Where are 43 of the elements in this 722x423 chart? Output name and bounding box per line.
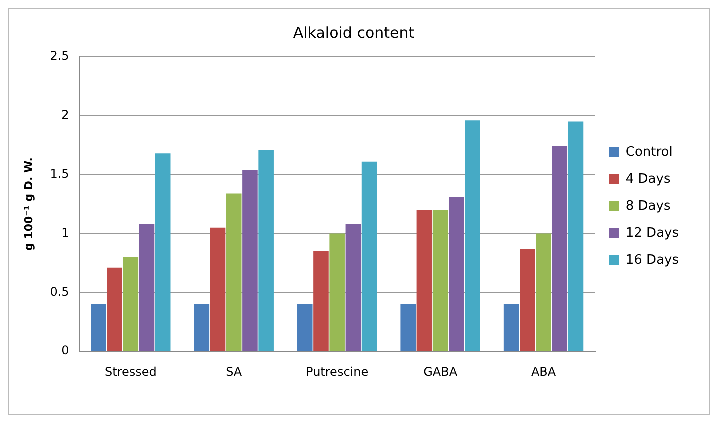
y-tick-label: 0 xyxy=(62,344,70,358)
bar xyxy=(465,120,480,352)
bar xyxy=(504,304,520,352)
bar xyxy=(297,304,313,352)
x-tick-label: GABA xyxy=(424,364,458,379)
x-tick-label: ABA xyxy=(531,364,557,379)
bar xyxy=(536,234,552,352)
bar xyxy=(210,228,226,352)
bar xyxy=(226,194,242,352)
bar xyxy=(346,224,362,352)
bar xyxy=(242,170,258,352)
bar xyxy=(139,224,155,352)
x-tick-label: Stressed xyxy=(104,364,157,379)
x-tick-label: SA xyxy=(226,364,243,379)
bar xyxy=(552,146,568,352)
bar xyxy=(107,268,122,352)
bar xyxy=(416,210,432,352)
y-tick-label: 1.5 xyxy=(50,166,70,181)
bar xyxy=(362,162,378,352)
legend-label: 8 Days xyxy=(626,198,671,214)
y-tick-label: 0.5 xyxy=(50,284,70,299)
bar xyxy=(330,234,345,352)
legend-label: 16 Days xyxy=(626,252,680,268)
y-tick-label: 2.5 xyxy=(50,49,70,64)
x-tick-label: Putrescine xyxy=(306,364,369,379)
y-tick-label: 1 xyxy=(62,226,70,240)
bar xyxy=(123,257,139,352)
bar xyxy=(400,304,416,352)
y-tick-label: 2 xyxy=(62,108,70,122)
bar xyxy=(194,304,210,352)
legend-label: 12 Days xyxy=(626,226,680,241)
bar xyxy=(568,122,584,352)
y-axis-title: g 100⁻¹ g D. W. xyxy=(22,158,36,251)
legend-label: Control xyxy=(626,144,673,160)
bar xyxy=(432,210,448,352)
bar xyxy=(91,304,106,352)
bar xyxy=(449,197,464,352)
chart-title: Alkaloid content xyxy=(293,24,415,42)
legend-label: 4 Days xyxy=(626,172,671,187)
bar xyxy=(520,249,536,352)
bar xyxy=(258,150,274,352)
bar xyxy=(314,251,329,352)
bar xyxy=(155,154,171,352)
